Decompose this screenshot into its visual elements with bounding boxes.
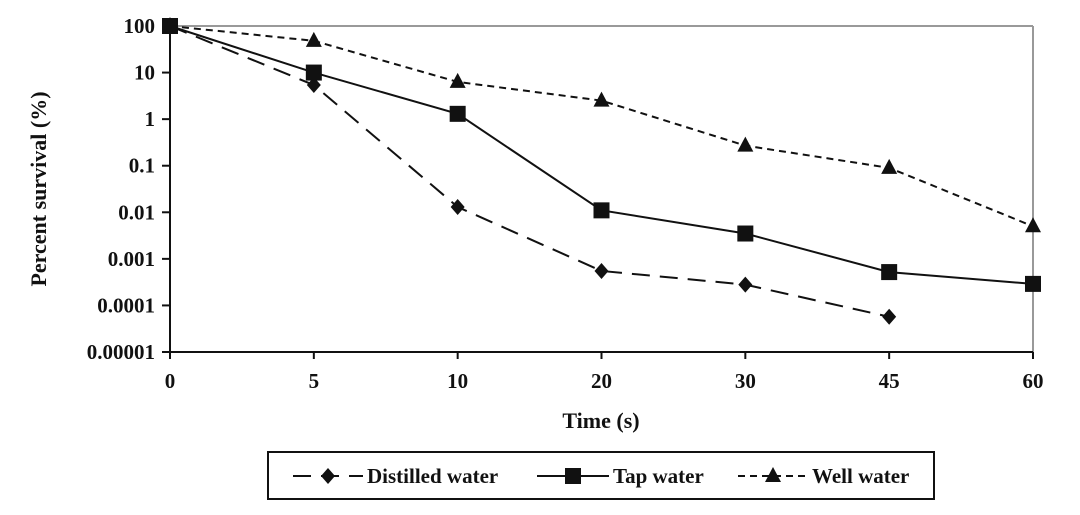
y-tick-label: 0.001	[108, 247, 155, 271]
x-tick-label: 30	[735, 369, 756, 393]
legend-marker-distilled-water	[321, 468, 335, 484]
x-tick-label: 20	[591, 369, 612, 393]
series-distilled-water	[163, 18, 897, 325]
y-tick-label: 1	[145, 107, 156, 131]
series-line-distilled-water	[169, 25, 890, 318]
data-point-tap-water	[737, 225, 754, 242]
series-well-water	[162, 17, 1041, 233]
series-tap-water	[162, 18, 1041, 292]
plot-frame	[169, 25, 1034, 353]
data-point-well-water	[162, 17, 178, 32]
data-point-well-water	[593, 91, 610, 107]
data-point-well-water	[1025, 217, 1041, 233]
x-axis-label: Time (s)	[562, 408, 639, 433]
legend-marker-well-water	[765, 467, 781, 482]
data-point-tap-water	[1025, 275, 1041, 292]
data-point-distilled-water	[882, 308, 897, 325]
series-line-well-water	[169, 25, 1034, 228]
x-tick-label: 60	[1023, 369, 1044, 393]
data-point-well-water	[449, 72, 466, 88]
legend-label-tap-water: Tap water	[613, 464, 704, 488]
y-tick-label: 0.00001	[87, 340, 155, 364]
y-tick-label: 0.01	[118, 200, 155, 224]
legend: Distilled water Tap water Well water	[267, 451, 935, 500]
y-tick-label: 100	[124, 14, 156, 38]
data-point-distilled-water	[306, 77, 321, 94]
y-axis-label: Percent survival (%)	[26, 91, 51, 286]
data-point-distilled-water	[738, 276, 753, 293]
y-tick-label: 0.1	[129, 154, 155, 178]
legend-label-well-water: Well water	[812, 464, 909, 488]
data-point-distilled-water	[450, 198, 465, 215]
data-point-well-water	[881, 158, 898, 174]
data-point-tap-water	[881, 264, 898, 281]
y-tick-label: 10	[134, 61, 155, 85]
y-tick-label: 0.0001	[97, 293, 155, 317]
data-point-well-water	[305, 31, 322, 47]
x-tick-label: 45	[879, 369, 900, 393]
data-point-distilled-water	[594, 262, 609, 279]
series-line-tap-water	[169, 25, 1034, 285]
x-tick-label: 0	[165, 369, 176, 393]
data-point-well-water	[737, 136, 754, 152]
x-tick-label: 5	[309, 369, 320, 393]
legend-marker-tap-water	[565, 468, 581, 484]
data-point-tap-water	[593, 202, 610, 219]
data-point-tap-water	[449, 105, 466, 122]
data-point-tap-water	[305, 64, 322, 81]
legend-label-distilled-water: Distilled water	[367, 464, 498, 488]
x-tick-label: 10	[447, 369, 468, 393]
